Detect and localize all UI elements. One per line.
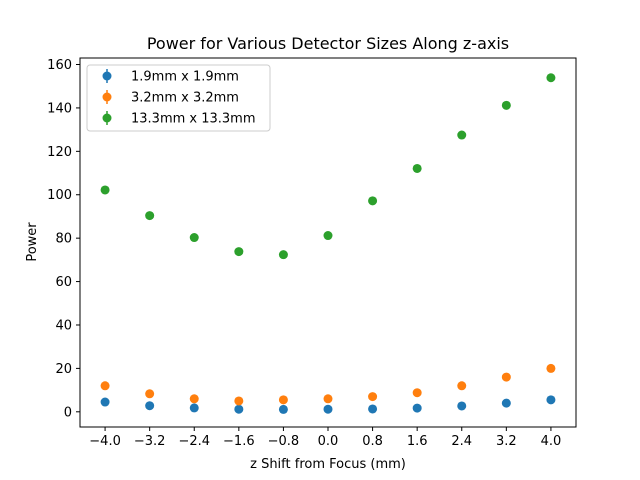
data-point-series-1: [278, 404, 288, 414]
y-axis-label: Power: [25, 222, 40, 262]
x-tick-label: 1.6: [407, 434, 428, 449]
data-point-series-1: [323, 404, 333, 414]
data-point-series-3: [546, 73, 556, 83]
legend-label: 13.3mm x 13.3mm: [131, 112, 256, 127]
x-tick-label: −4.0: [89, 434, 121, 449]
x-tick-label: 4.0: [541, 434, 562, 449]
y-tick-label: 20: [55, 362, 72, 377]
data-point-series-3: [145, 211, 155, 221]
x-axis-ticks: −4.0 −3.2 −2.4 −1.6 −0.8 0.0 0.8 1.6 2.4 3.2 4.0: [89, 427, 561, 449]
data-point-series-1: [368, 404, 378, 414]
y-tick-label: 100: [47, 188, 72, 203]
x-axis-label: z Shift from Focus (mm): [250, 457, 406, 472]
data-point-series-2: [412, 388, 422, 398]
y-tick-label: 120: [47, 145, 72, 160]
x-tick-label: 0.0: [318, 434, 339, 449]
data-point-series-3: [368, 196, 378, 206]
data-point-series-3: [501, 100, 511, 110]
x-tick-label: −0.8: [268, 434, 300, 449]
data-point-series-2: [100, 381, 110, 391]
plot-marks: [100, 73, 556, 414]
data-point-series-2: [234, 396, 244, 406]
data-point-series-3: [457, 130, 467, 140]
data-point-series-1: [501, 398, 511, 408]
legend-label: 3.2mm x 3.2mm: [131, 91, 239, 106]
x-tick-label: 2.4: [451, 434, 472, 449]
data-point-series-1: [234, 404, 244, 414]
x-tick-label: 0.8: [362, 434, 383, 449]
data-point-series-3: [234, 247, 244, 257]
legend: 1.9mm x 1.9mm 3.2mm x 3.2mm 13.3mm x 13.3m…: [86, 64, 271, 132]
y-tick-label: 140: [47, 101, 72, 116]
x-tick-label: −2.4: [178, 434, 210, 449]
y-tick-label: 40: [55, 318, 72, 333]
x-tick-label: −1.6: [223, 434, 255, 449]
data-point-series-2: [368, 392, 378, 402]
y-tick-label: 0: [64, 405, 72, 420]
data-point-series-2: [501, 372, 511, 382]
y-tick-label: 80: [55, 232, 72, 247]
legend-label: 1.9mm x 1.9mm: [131, 70, 239, 85]
data-point-series-1: [412, 403, 422, 413]
y-tick-label: 160: [47, 58, 72, 73]
data-point-series-2: [145, 389, 155, 399]
data-point-series-3: [412, 163, 422, 173]
legend-marker: [102, 92, 112, 102]
data-point-series-3: [323, 231, 333, 241]
data-point-series-1: [457, 401, 467, 411]
data-point-series-2: [189, 394, 199, 404]
legend-marker: [102, 71, 112, 81]
data-point-series-2: [546, 363, 556, 373]
y-axis-ticks: 0 20 40 60 80 100 120 140 160: [47, 58, 80, 420]
data-point-series-2: [278, 395, 288, 405]
data-point-series-1: [100, 397, 110, 407]
data-point-series-3: [100, 185, 110, 195]
legend-marker: [102, 113, 112, 123]
legend-box: [86, 64, 271, 132]
x-tick-label: 3.2: [496, 434, 517, 449]
data-point-series-2: [323, 394, 333, 404]
data-point-series-1: [546, 395, 556, 405]
data-point-series-3: [278, 250, 288, 260]
chart-title: Power for Various Detector Sizes Along z…: [147, 34, 509, 53]
data-point-series-3: [189, 233, 199, 243]
data-point-series-1: [145, 401, 155, 411]
y-tick-label: 60: [55, 275, 72, 290]
x-tick-label: −3.2: [134, 434, 166, 449]
data-point-series-2: [457, 381, 467, 391]
data-point-series-1: [189, 403, 199, 413]
